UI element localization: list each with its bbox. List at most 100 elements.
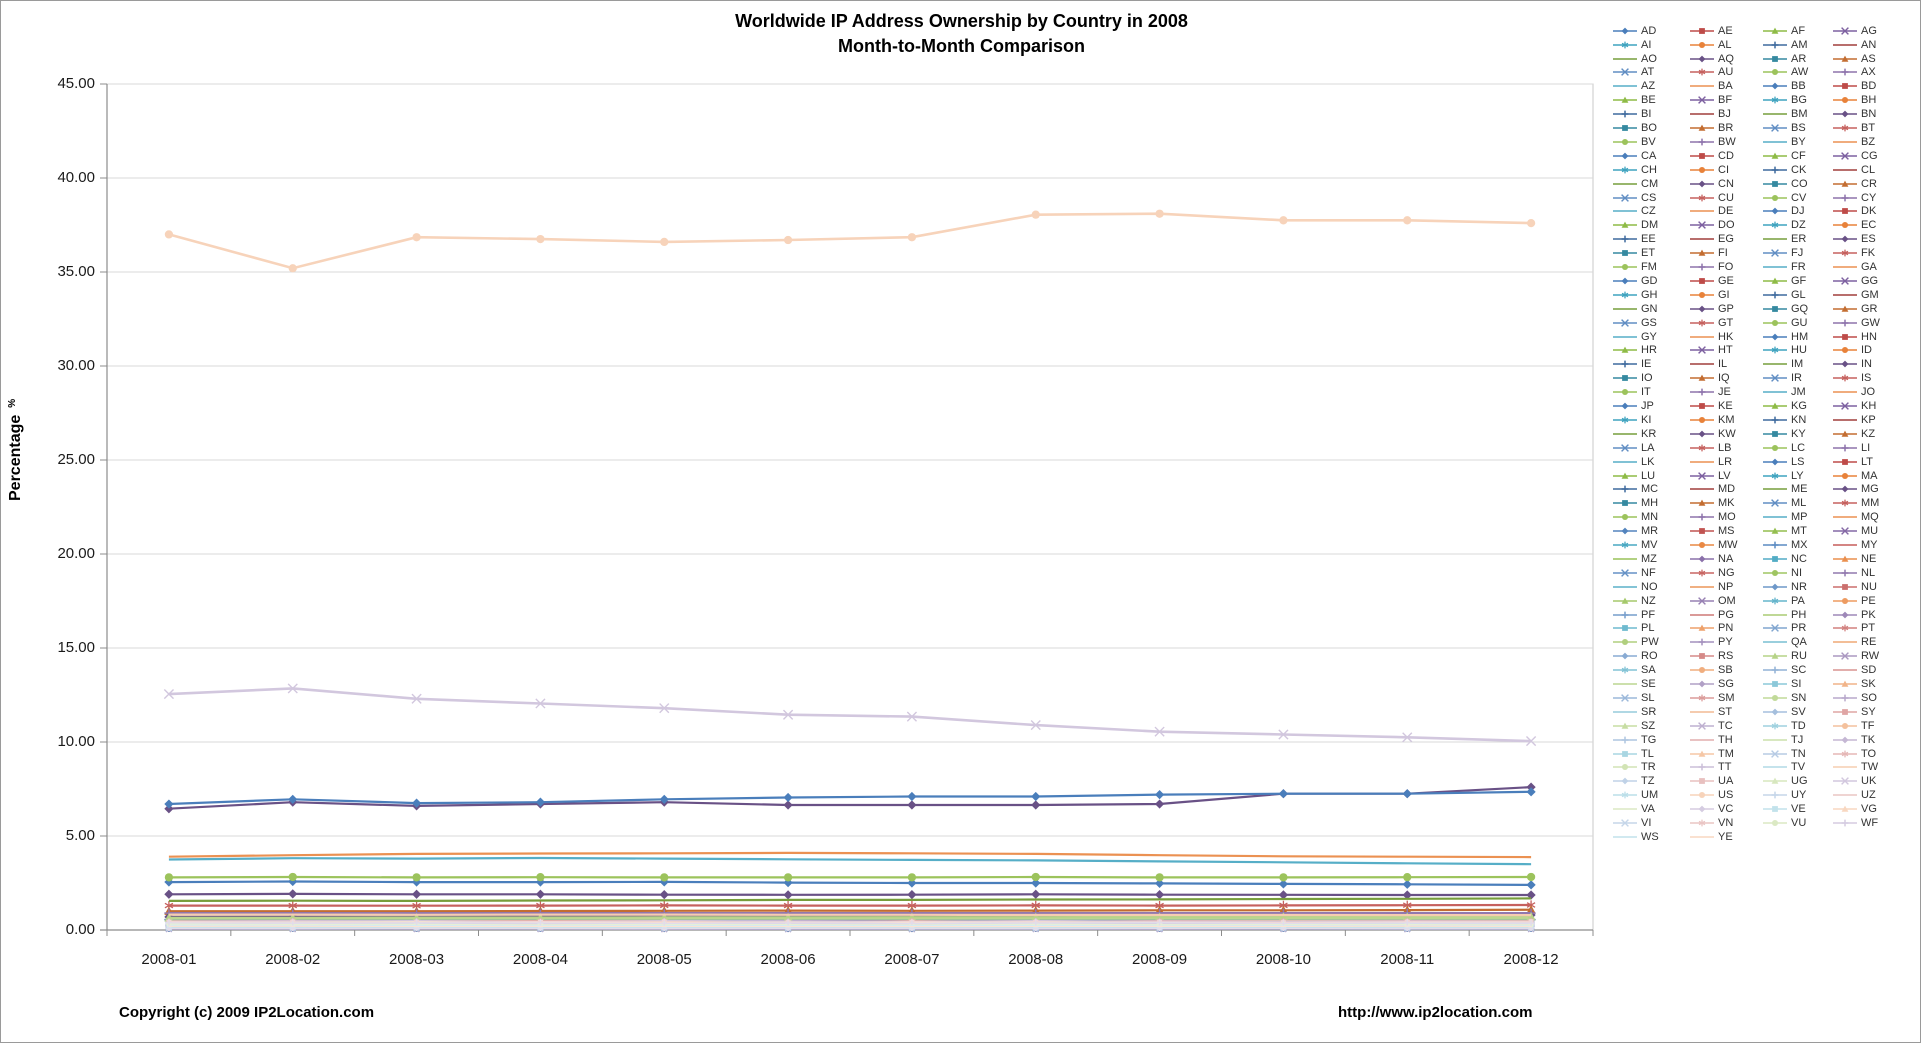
legend-marker-icon bbox=[1833, 499, 1857, 507]
copyright-text: Copyright (c) 2009 IP2Location.com bbox=[119, 1004, 375, 1021]
legend-marker-icon bbox=[1763, 266, 1787, 268]
legend-item-SE: SE bbox=[1613, 675, 1656, 691]
legend-marker-icon bbox=[1613, 514, 1637, 521]
legend-marker-icon bbox=[1613, 527, 1637, 535]
legend-item-MZ: MZ bbox=[1613, 550, 1657, 565]
legend-item-FM: FM bbox=[1613, 258, 1657, 273]
legend-marker-icon bbox=[1763, 458, 1787, 466]
legend-item-CA: CA bbox=[1613, 147, 1656, 162]
legend-label: SV bbox=[1791, 705, 1806, 718]
legend-item-GU: GU bbox=[1763, 314, 1808, 329]
series-TW bbox=[168, 913, 1532, 917]
legend-marker-icon bbox=[1763, 124, 1787, 132]
legend-label: IT bbox=[1641, 386, 1651, 399]
legend-item-HU: HU bbox=[1763, 342, 1807, 356]
legend-label: RE bbox=[1861, 636, 1877, 649]
legend-item-NL: NL bbox=[1833, 564, 1875, 579]
legend-marker-icon bbox=[1613, 460, 1637, 463]
legend-label: CD bbox=[1718, 149, 1734, 162]
x-tick-label-2008-10: 2008-10 bbox=[1255, 951, 1311, 968]
legend-item-BO: BO bbox=[1613, 119, 1657, 134]
legend-item-TF: TF bbox=[1833, 717, 1874, 732]
legend-item-UZ: UZ bbox=[1833, 787, 1876, 801]
legend-marker-icon bbox=[1763, 41, 1787, 49]
legend-marker-icon bbox=[1690, 667, 1714, 674]
legend-label: NE bbox=[1861, 552, 1877, 565]
legend-marker-icon bbox=[1613, 110, 1637, 118]
legend-marker-icon bbox=[1690, 792, 1714, 799]
legend-item-TM: TM bbox=[1690, 745, 1734, 760]
legend-marker-icon bbox=[1613, 360, 1637, 368]
legend-marker-icon bbox=[1613, 625, 1637, 632]
legend-marker-icon bbox=[1833, 305, 1857, 312]
legend-marker-icon bbox=[1613, 307, 1637, 310]
legend-item-LV: LV bbox=[1690, 467, 1731, 482]
legend-marker-icon bbox=[1833, 151, 1857, 160]
legend-marker-icon bbox=[1690, 625, 1714, 632]
legend-label: SO bbox=[1861, 691, 1877, 704]
legend-item-IS: IS bbox=[1833, 370, 1871, 384]
legend-label: NC bbox=[1791, 552, 1807, 565]
legend-label: JO bbox=[1861, 386, 1876, 399]
legend-marker-icon bbox=[1833, 69, 1857, 76]
legend-marker-icon bbox=[1690, 460, 1714, 463]
x-tick-label-2008-08: 2008-08 bbox=[1008, 951, 1064, 968]
legend-marker-icon bbox=[1763, 277, 1787, 284]
legend-label: CV bbox=[1791, 191, 1807, 204]
legend-item-TR: TR bbox=[1613, 759, 1656, 773]
legend-label: IR bbox=[1791, 372, 1802, 385]
legend-item-WS: WS bbox=[1613, 828, 1659, 843]
legend-marker-icon bbox=[1833, 266, 1857, 268]
legend-label: MK bbox=[1718, 497, 1735, 510]
legend-marker-icon bbox=[1833, 333, 1857, 340]
x-tick-label-2008-02: 2008-02 bbox=[265, 951, 321, 968]
legend-item-CU: CU bbox=[1690, 189, 1734, 204]
legend-marker-icon bbox=[1613, 597, 1637, 604]
legend-label: VC bbox=[1718, 803, 1734, 816]
legend-item-SN: SN bbox=[1763, 689, 1806, 704]
legend-marker-icon bbox=[1613, 277, 1637, 285]
legend-label: BJ bbox=[1718, 108, 1731, 121]
legend-item-NE: NE bbox=[1833, 550, 1877, 565]
legend-marker-icon bbox=[1613, 68, 1637, 77]
series-IT bbox=[164, 872, 1536, 882]
legend-label: TN bbox=[1791, 747, 1806, 760]
legend-label: LY bbox=[1791, 469, 1804, 482]
legend-item-BJ: BJ bbox=[1690, 105, 1731, 121]
legend-item-VA: VA bbox=[1613, 800, 1655, 815]
legend-label: HK bbox=[1718, 330, 1734, 343]
legend-item-GL: GL bbox=[1763, 286, 1806, 301]
legend-label: US bbox=[1718, 789, 1734, 802]
legend-label: HT bbox=[1718, 344, 1733, 357]
legend-label: NO bbox=[1641, 580, 1658, 593]
legend-label: HN bbox=[1861, 330, 1877, 343]
legend-marker-icon bbox=[1763, 820, 1787, 827]
legend-marker-icon bbox=[1690, 528, 1714, 535]
legend-marker-icon bbox=[1833, 555, 1857, 562]
legend-label: SE bbox=[1641, 678, 1656, 691]
legend-marker-icon bbox=[1833, 641, 1857, 644]
legend-label: CF bbox=[1791, 149, 1806, 162]
legend-item-AO: AO bbox=[1613, 50, 1657, 65]
legend-item-DM: DM bbox=[1613, 217, 1658, 231]
legend-item-GS: GS bbox=[1613, 314, 1657, 329]
legend-marker-icon bbox=[1833, 402, 1857, 410]
legend-item-VE: VE bbox=[1763, 800, 1806, 815]
legend-item-AM: AM bbox=[1763, 36, 1808, 51]
legend-marker-icon bbox=[1690, 444, 1714, 452]
legend-marker-icon bbox=[1833, 694, 1857, 702]
legend-label: OM bbox=[1718, 594, 1736, 607]
legend-item-PW: PW bbox=[1613, 634, 1659, 648]
legend-marker-icon bbox=[1763, 69, 1787, 76]
legend-item-CS: CS bbox=[1613, 189, 1656, 204]
legend-label: DE bbox=[1718, 205, 1734, 218]
legend-label: BF bbox=[1718, 94, 1733, 107]
series-WF bbox=[166, 919, 1534, 927]
legend-marker-icon bbox=[1613, 808, 1637, 810]
legend-label: BY bbox=[1791, 135, 1806, 148]
legend-label: KR bbox=[1641, 427, 1657, 440]
legend-marker-icon bbox=[1763, 652, 1787, 659]
legend-label: CI bbox=[1718, 163, 1729, 176]
legend-label: SB bbox=[1718, 664, 1733, 677]
legend-item-SL: SL bbox=[1613, 689, 1654, 704]
